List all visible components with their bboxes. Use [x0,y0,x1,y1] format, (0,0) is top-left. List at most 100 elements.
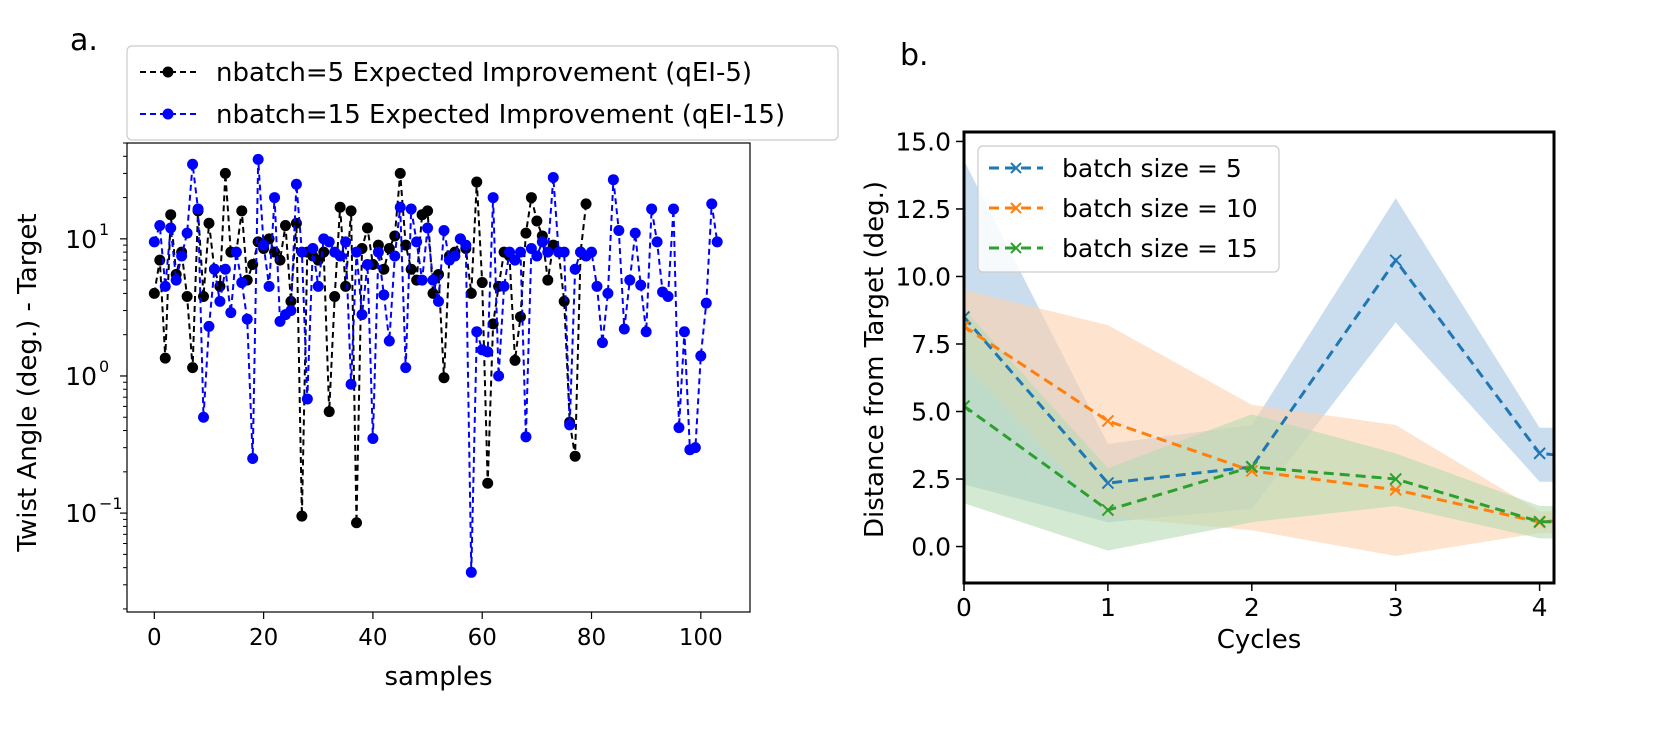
data-point-a-1-52 [433,295,444,307]
data-point-a-1-34 [334,250,346,262]
data-point-a-1-72 [542,246,554,258]
data-point-a-0-75 [558,295,570,307]
data-point-a-1-48 [411,236,423,248]
data-point-a-0-50 [422,205,434,217]
data-point-a-1-22 [269,192,281,204]
y-axis-label-b: Distance from Target (deg.) [860,181,890,538]
data-point-a-1-37 [351,246,363,258]
data-point-a-1-94 [662,290,674,302]
confidence-band-b-2 [964,308,1554,551]
plot-area-b [964,160,1554,556]
data-point-a-1-99 [689,442,701,454]
data-point-a-1-96 [673,422,685,434]
data-point-a-0-32 [323,406,335,418]
data-point-b-1-3 [1389,483,1402,497]
y-tick-label-base-a-1: 10 [65,362,97,391]
data-point-a-1-73 [547,172,559,184]
data-point-b-1-0 [964,320,971,333]
y-axis-label-a: Twist Angle (deg.) - Target [13,213,43,552]
legend-label-b-2: batch size = 15 [1062,234,1258,263]
data-point-a-1-57 [460,239,472,251]
data-point-a-1-91 [646,203,658,215]
data-point-a-1-11 [208,263,220,275]
data-point-a-1-15 [230,246,242,258]
series-line-b-0 [964,257,1554,485]
data-point-a-0-77 [569,450,581,462]
data-point-a-0-70 [531,215,543,227]
data-point-a-1-7 [187,158,199,170]
data-point-a-0-6 [181,290,193,302]
data-point-a-0-7 [187,362,199,374]
x-tick-label-a-5: 100 [679,625,723,651]
data-point-a-1-64 [498,280,510,292]
data-point-a-1-0 [148,236,160,248]
data-point-a-0-31 [318,246,330,258]
data-point-a-0-44 [389,230,401,242]
data-point-a-1-84 [607,174,619,186]
series-line-a-1 [153,159,719,573]
data-point-a-1-36 [345,378,357,390]
data-point-a-1-12 [214,295,226,307]
x-tick-label-b-0: 0 [956,593,972,622]
data-point-a-1-59 [471,326,483,338]
data-point-a-1-4 [170,274,182,286]
data-point-a-1-38 [356,309,368,321]
x-tick-label-b-2: 2 [1244,593,1260,622]
y-tick-label-exp-a-2: 1 [99,220,109,239]
x-tick-label-b-1: 1 [1100,593,1116,622]
data-point-a-1-2 [159,280,171,292]
data-point-a-1-19 [252,153,264,165]
data-point-a-1-95 [667,203,679,215]
y-tick-label-b-2: 5.0 [911,398,951,427]
data-point-a-1-97 [678,326,690,338]
y-tick-label-b-4: 10.0 [895,262,951,291]
y-tick-label-exp-a-0: −1 [99,494,123,513]
data-point-a-0-37 [351,517,363,529]
x-tick-label-b-4: 4 [1532,593,1548,622]
data-point-a-1-80 [586,246,598,258]
data-point-a-1-103 [711,236,723,248]
data-point-a-1-92 [651,236,663,248]
data-point-a-1-88 [629,227,641,239]
data-point-a-0-39 [361,222,373,234]
y-tick-label-exp-a-1: 0 [99,357,109,376]
data-point-a-1-65 [504,246,516,258]
data-point-a-0-33 [329,290,341,302]
data-point-a-1-89 [635,279,647,291]
data-point-b-2-0 [964,399,971,413]
data-point-a-1-14 [225,307,237,319]
data-point-a-0-27 [296,510,308,522]
data-point-b-0-3 [1389,254,1402,267]
data-point-a-0-62 [487,318,499,330]
data-point-a-1-102 [706,198,718,210]
legend-marker-a-1 [162,108,174,120]
data-point-a-1-26 [290,178,302,190]
data-point-a-1-39 [361,259,373,271]
x-tick-label-b-3: 3 [1388,593,1404,622]
data-point-b-0-0 [964,310,971,324]
data-point-a-0-2 [159,352,171,364]
y-tick-label-b-3: 7.5 [911,330,951,359]
data-point-a-1-66 [509,254,521,266]
data-point-a-1-3 [165,222,177,234]
data-point-a-1-55 [449,250,461,262]
data-point-a-1-77 [569,263,581,275]
data-point-a-1-87 [624,274,636,286]
data-point-a-1-44 [389,250,401,262]
data-point-b-2-1 [1101,503,1115,517]
x-axis-label-a: samples [384,662,492,692]
data-point-a-1-83 [602,287,614,299]
data-point-a-0-25 [285,295,297,307]
data-point-a-1-63 [493,370,505,382]
data-point-a-1-75 [558,246,570,258]
data-point-a-1-67 [514,246,526,258]
data-point-a-1-28 [301,393,313,405]
data-point-a-1-5 [176,250,188,262]
data-point-a-1-21 [263,280,275,292]
legend-marker-a-0 [162,66,174,78]
data-point-a-0-58 [465,287,477,299]
data-point-a-1-43 [383,335,395,347]
data-point-a-0-0 [148,287,160,299]
data-point-a-0-67 [514,311,526,323]
